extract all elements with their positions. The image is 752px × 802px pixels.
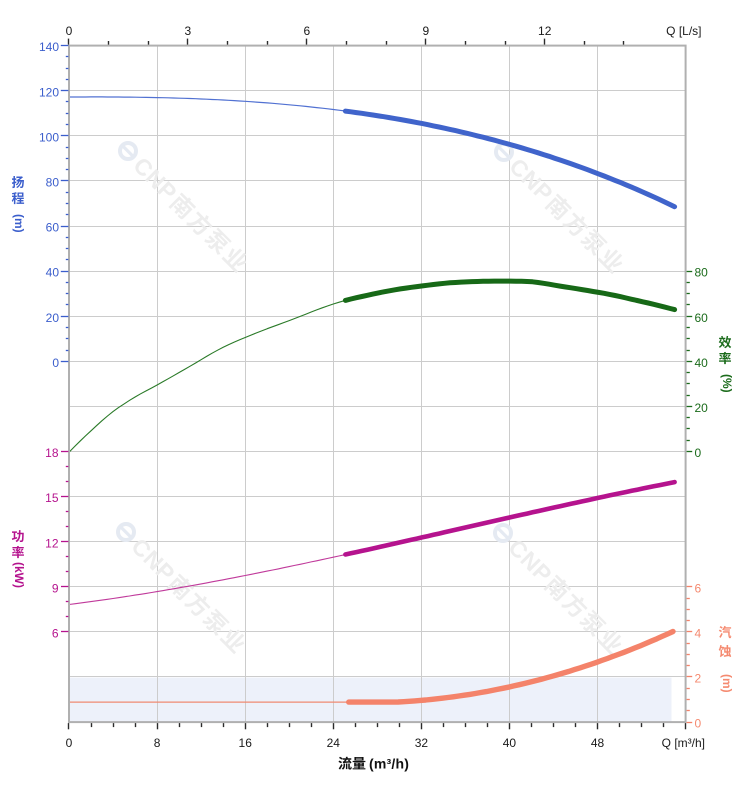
svg-text:9: 9 [422,24,429,38]
svg-text:32: 32 [415,736,429,750]
svg-text:6: 6 [52,627,59,641]
svg-text:15: 15 [45,491,59,505]
svg-text:16: 16 [239,736,253,750]
svg-text:0: 0 [66,24,73,38]
svg-text:40: 40 [46,266,60,280]
svg-text:48: 48 [591,736,605,750]
svg-text:24: 24 [327,736,341,750]
svg-text:12: 12 [45,536,59,550]
svg-text:(%): (%) [720,374,734,393]
svg-text:80: 80 [46,176,60,190]
svg-text:(m): (m) [12,214,26,233]
svg-text:(m): (m) [720,674,734,693]
svg-text:Q [m³/h]: Q [m³/h] [662,736,705,750]
svg-text:8: 8 [154,736,161,750]
svg-text:0: 0 [52,356,59,370]
svg-text:0: 0 [66,736,73,750]
svg-text:120: 120 [39,85,59,99]
svg-text:Q [L/s]: Q [L/s] [666,24,701,38]
svg-text:100: 100 [39,130,59,144]
svg-text:40: 40 [695,356,709,370]
svg-text:6: 6 [303,24,310,38]
svg-text:0: 0 [695,446,702,460]
svg-text:60: 60 [695,311,709,325]
svg-text:40: 40 [503,736,517,750]
svg-text:(m³/h): (m³/h) [369,756,409,772]
svg-text:(kW): (kW) [12,562,26,588]
svg-text:4: 4 [695,627,702,641]
svg-text:60: 60 [46,221,60,235]
svg-text:9: 9 [52,581,59,595]
svg-text:18: 18 [45,446,59,460]
svg-text:12: 12 [538,24,552,38]
svg-text:140: 140 [39,40,59,54]
svg-text:20: 20 [46,311,60,325]
svg-text:80: 80 [695,266,709,280]
svg-text:0: 0 [695,717,702,731]
svg-text:2: 2 [695,672,702,686]
svg-text:3: 3 [185,24,192,38]
svg-text:20: 20 [695,401,709,415]
svg-text:6: 6 [695,581,702,595]
